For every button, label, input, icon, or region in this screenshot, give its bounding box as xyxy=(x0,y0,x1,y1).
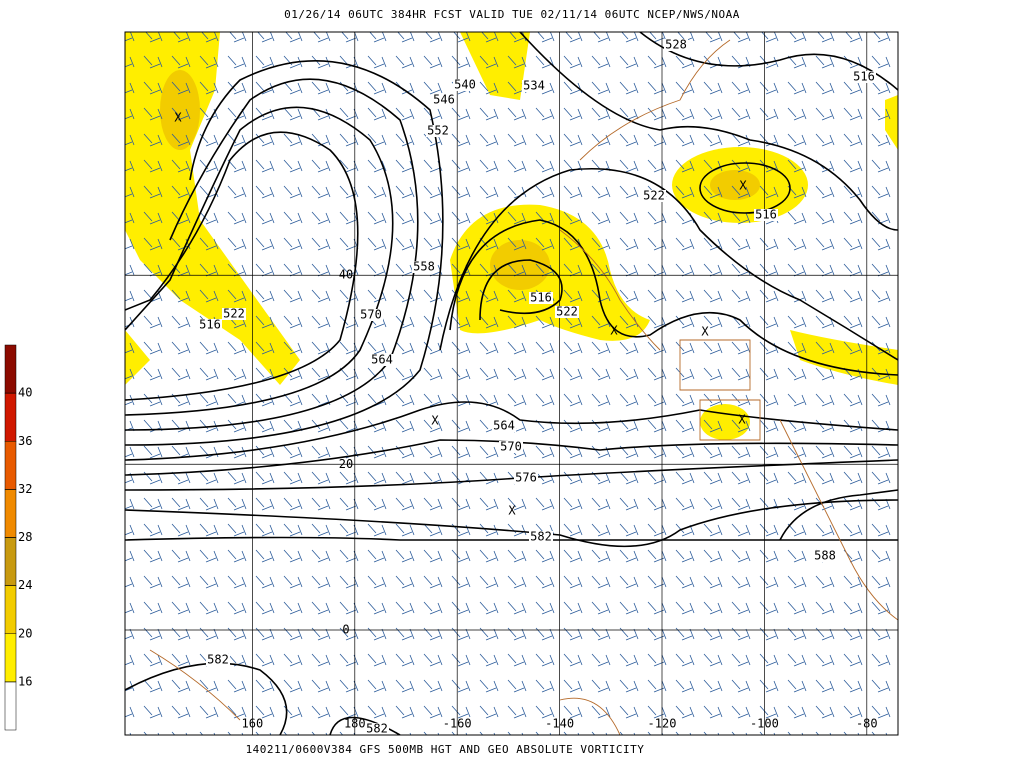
contour-label-bg xyxy=(555,306,579,318)
contour-label-bg xyxy=(432,94,456,106)
contour-label-bg xyxy=(514,472,538,484)
contour-label: 582 xyxy=(366,722,388,736)
contour-label: 516 xyxy=(755,208,777,222)
contour-label: 546 xyxy=(433,93,455,107)
contour-label: 570 xyxy=(360,308,382,322)
latitude-label: 40 xyxy=(339,268,353,282)
colorbar-label: 36 xyxy=(18,434,32,448)
title: 01/26/14 06UTC 384HR FCST VALID TUE 02/1… xyxy=(284,8,740,21)
graticule xyxy=(125,32,898,735)
caption: 140211/0600V384 GFS 500MB HGT AND GEO AB… xyxy=(246,743,645,756)
colorbar-label: 28 xyxy=(18,530,32,544)
contour-label-bg xyxy=(664,39,688,51)
colorbar-segment xyxy=(4,441,17,490)
svg-text:X: X xyxy=(701,325,709,339)
contour-label: 522 xyxy=(643,189,665,203)
contour-label-bg xyxy=(492,420,516,432)
colorbar-segment xyxy=(4,633,17,683)
longitude-label: -100 xyxy=(750,717,779,731)
contour-label-bg xyxy=(359,309,383,321)
contour-label: 588 xyxy=(814,549,836,563)
latitude-label: 20 xyxy=(339,457,353,471)
contour-label: 570 xyxy=(500,440,522,454)
colorbar-segment xyxy=(4,489,17,538)
contour-label-bg xyxy=(813,550,837,562)
colorbar-segment xyxy=(4,681,17,731)
colorbar-segment xyxy=(4,537,17,586)
svg-text:X: X xyxy=(508,504,516,518)
contour-label: 552 xyxy=(427,124,449,138)
contour-label-bg xyxy=(222,308,246,320)
contour-label: 582 xyxy=(207,653,229,667)
colorbar-segment xyxy=(4,392,17,442)
contour-label: 522 xyxy=(223,307,245,321)
contour-label: 540 xyxy=(454,78,476,92)
contour-label-bg xyxy=(453,79,477,91)
map-frame xyxy=(124,31,899,736)
center-markers: X X X X X X X xyxy=(174,111,747,518)
longitude-label: 180 xyxy=(344,717,366,731)
contour-label: 582 xyxy=(530,530,552,544)
longitude-label: -140 xyxy=(545,717,574,731)
contour-label-bg xyxy=(426,125,450,137)
contour-label: 576 xyxy=(515,471,537,485)
contour-label: 564 xyxy=(493,419,515,433)
contour-label-bg xyxy=(754,209,778,221)
contour-label: 516 xyxy=(853,70,875,84)
contour-label: 516 xyxy=(530,291,552,305)
svg-text:X: X xyxy=(431,414,439,428)
contour-label-bg xyxy=(365,723,389,735)
svg-text:X: X xyxy=(739,179,747,193)
colorbar-segment xyxy=(4,585,17,634)
contour-label-bg xyxy=(499,441,523,453)
contour-label: 516 xyxy=(199,318,221,332)
svg-text:X: X xyxy=(738,413,746,427)
longitude-label: -120 xyxy=(648,717,677,731)
colorbar-label: 16 xyxy=(18,674,32,688)
contour-label-bg xyxy=(370,354,394,366)
contour-label-bg xyxy=(529,292,553,304)
colorbar: 16 20 24 28 32 36 40 xyxy=(4,344,32,731)
contour-label-bg xyxy=(522,80,546,92)
longitude-label: 160 xyxy=(242,717,264,731)
contour-label: 528 xyxy=(665,38,687,52)
contour-label: 564 xyxy=(371,353,393,367)
contour-label-bg xyxy=(206,654,230,666)
colorbar-label: 24 xyxy=(18,578,32,592)
contour-label-bg xyxy=(642,190,666,202)
colorbar-label: 40 xyxy=(18,386,32,400)
longitude-labels: 160 180 -160 -140 -120 -100 -80 xyxy=(242,717,878,731)
colorbar-label: 32 xyxy=(18,482,32,496)
contour-label: 558 xyxy=(413,260,435,274)
colorbar-label: 20 xyxy=(18,626,32,640)
wind-barbs xyxy=(125,32,898,735)
contour-label: 534 xyxy=(523,79,545,93)
coastlines xyxy=(149,39,898,735)
contour-label: 522 xyxy=(556,305,578,319)
latitude-label: 0 xyxy=(342,623,349,637)
contour-label-bg xyxy=(852,71,876,83)
longitude-label: -160 xyxy=(443,717,472,731)
contour-label-bg xyxy=(412,261,436,273)
longitude-label: -80 xyxy=(856,717,878,731)
svg-text:X: X xyxy=(174,111,182,125)
contour-label-bg xyxy=(198,319,222,331)
svg-text:X: X xyxy=(610,324,618,338)
contour-label-bg xyxy=(529,531,553,543)
colorbar-segment xyxy=(4,344,17,394)
